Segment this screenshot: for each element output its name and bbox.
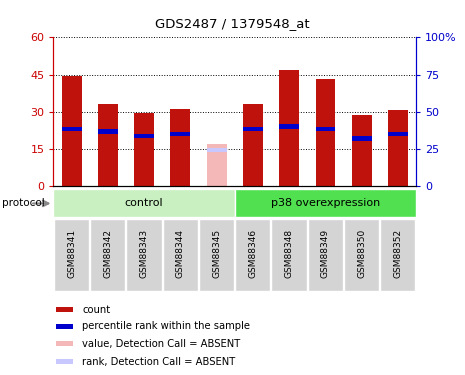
Text: rank, Detection Call = ABSENT: rank, Detection Call = ABSENT: [82, 357, 236, 366]
Bar: [199, 219, 234, 291]
Bar: [352, 115, 372, 186]
Text: count: count: [82, 305, 110, 315]
Bar: [243, 127, 263, 131]
Bar: [344, 219, 379, 291]
Text: value, Detection Call = ABSENT: value, Detection Call = ABSENT: [82, 339, 240, 348]
Text: p38 overexpression: p38 overexpression: [271, 198, 380, 208]
Text: GSM88342: GSM88342: [103, 229, 113, 278]
Bar: [352, 136, 372, 141]
Text: GSM88349: GSM88349: [321, 229, 330, 278]
Bar: [134, 134, 154, 138]
Bar: [56, 341, 73, 346]
Bar: [54, 219, 89, 291]
Bar: [279, 124, 299, 129]
Bar: [388, 110, 408, 186]
Text: GSM88346: GSM88346: [248, 229, 258, 278]
Bar: [279, 70, 299, 186]
Bar: [53, 189, 235, 217]
Bar: [235, 189, 416, 217]
Bar: [316, 127, 335, 131]
Text: percentile rank within the sample: percentile rank within the sample: [82, 321, 250, 331]
Text: GSM88345: GSM88345: [212, 229, 221, 278]
Bar: [171, 109, 190, 186]
Bar: [56, 324, 73, 329]
Bar: [316, 80, 335, 186]
Bar: [243, 104, 263, 186]
Bar: [380, 219, 415, 291]
Text: GSM88344: GSM88344: [176, 229, 185, 278]
Bar: [98, 104, 118, 186]
Bar: [171, 132, 190, 136]
Bar: [308, 219, 343, 291]
Bar: [56, 307, 73, 312]
Bar: [163, 219, 198, 291]
Bar: [98, 129, 118, 134]
Bar: [134, 113, 154, 186]
Bar: [62, 127, 81, 131]
Bar: [388, 132, 408, 136]
Bar: [272, 219, 306, 291]
Bar: [56, 359, 73, 364]
Bar: [126, 219, 161, 291]
Bar: [62, 76, 81, 186]
Bar: [235, 219, 270, 291]
Text: protocol: protocol: [2, 198, 45, 208]
Text: GSM88352: GSM88352: [393, 229, 403, 278]
Bar: [90, 219, 125, 291]
Text: control: control: [125, 198, 164, 208]
Text: GSM88341: GSM88341: [67, 229, 76, 278]
Text: GSM88350: GSM88350: [357, 229, 366, 278]
Bar: [207, 144, 226, 186]
Bar: [207, 148, 226, 152]
Text: GSM88343: GSM88343: [140, 229, 149, 278]
Text: GSM88348: GSM88348: [285, 229, 294, 278]
Text: GDS2487 / 1379548_at: GDS2487 / 1379548_at: [155, 17, 310, 30]
